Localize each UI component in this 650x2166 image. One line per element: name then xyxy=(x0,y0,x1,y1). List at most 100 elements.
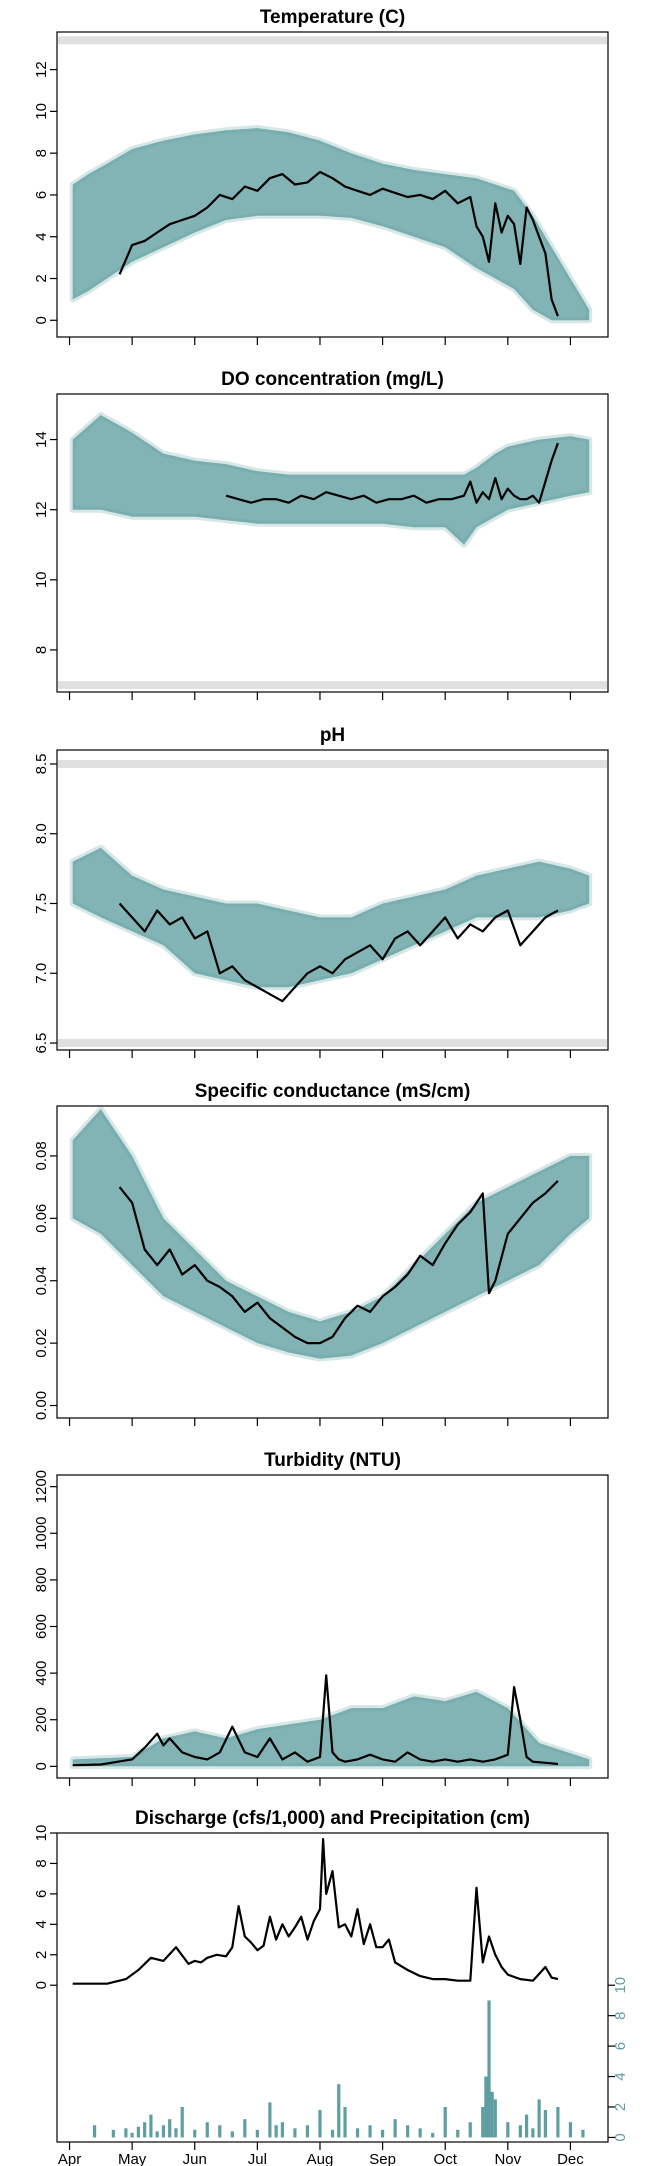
y2-tick-label: 6 xyxy=(612,2042,629,2050)
precip-bar xyxy=(168,2119,172,2138)
precip-bar xyxy=(380,2129,385,2138)
y-tick-label: 0.00 xyxy=(33,1391,50,1420)
x-tick-label: May xyxy=(118,2151,147,2166)
y-tick-label: 10 xyxy=(33,1825,50,1842)
precip-bar xyxy=(230,2131,234,2138)
sensor-data-envelope xyxy=(69,125,593,324)
precip-bar xyxy=(543,2110,547,2138)
series-line xyxy=(72,1837,559,1985)
precip-bar xyxy=(92,2125,97,2138)
precip-bar xyxy=(130,2132,134,2138)
y-tick-label: 10 xyxy=(33,103,50,120)
x-tick-label: Nov xyxy=(494,2151,521,2166)
precip-bar xyxy=(143,2122,147,2138)
precip-bar xyxy=(493,2099,497,2138)
y-tick-label: 6 xyxy=(33,191,50,199)
precip-bar xyxy=(274,2125,278,2138)
precip-bar xyxy=(337,2084,341,2138)
precip-bar xyxy=(149,2114,153,2138)
panel-title: DO concentration (mg/L) xyxy=(221,369,444,390)
y-tick-label: 0 xyxy=(33,1762,50,1770)
y2-tick-label: 10 xyxy=(612,1977,629,1994)
precip-bar xyxy=(556,2106,560,2138)
precip-bar xyxy=(581,2129,585,2138)
x-tick-label: Jun xyxy=(183,2151,207,2166)
precip-bar xyxy=(468,2122,472,2138)
panel-4: Specific conductance (mS/cm) 0.00 0.02 0.04… xyxy=(33,1081,609,1426)
y-tick-label: 8 xyxy=(33,646,50,654)
y-tick-label: 0.02 xyxy=(33,1329,50,1358)
y-tick-label: 14 xyxy=(33,431,50,448)
x-tick-label: Apr xyxy=(58,2151,81,2166)
threshold-band xyxy=(58,759,607,768)
x-tick-label: Oct xyxy=(434,2151,458,2166)
y-tick-label: 10 xyxy=(33,571,50,588)
sensor-data-envelope xyxy=(69,844,593,991)
plot-frame xyxy=(56,393,609,693)
series-line xyxy=(118,170,559,317)
precip-bar xyxy=(484,2076,488,2138)
precip-bar xyxy=(418,2128,422,2138)
series-line xyxy=(118,902,559,1003)
precip-bar xyxy=(443,2106,447,2138)
y-tick-label: 4 xyxy=(33,233,50,241)
panel-2: DO concentration (mg/L) 8 10 12 14 xyxy=(33,369,609,700)
x-tick-label: Dec xyxy=(557,2151,584,2166)
precip-bar xyxy=(280,2122,285,2138)
precip-bar xyxy=(406,2125,410,2138)
precip-bar xyxy=(305,2125,310,2138)
y2-tick-label: 8 xyxy=(612,2011,629,2019)
precip-bar xyxy=(568,2122,573,2138)
y-tick-label: 8 xyxy=(33,1859,50,1867)
plot-frame xyxy=(56,1832,609,2143)
y-tick-label: 200 xyxy=(33,1707,50,1732)
threshold-band xyxy=(58,36,607,45)
y-tick-label: 0.08 xyxy=(33,1141,50,1170)
y-tick-label: 7.0 xyxy=(33,963,50,984)
precip-bar xyxy=(136,2126,140,2138)
y-tick-label: 12 xyxy=(33,61,50,78)
series-line xyxy=(72,1674,559,1767)
precip-bar xyxy=(481,2106,485,2138)
precip-bar xyxy=(531,2128,535,2138)
precip-bar xyxy=(431,2132,435,2138)
y-tick-label: 8.0 xyxy=(33,823,50,844)
panel-3: pH 6.5 7.0 7.5 8.0 8.5 xyxy=(33,725,609,1058)
precip-bar xyxy=(490,2091,494,2138)
panel-title: Specific conductance (mS/cm) xyxy=(195,1081,471,1102)
precip-bar xyxy=(155,2131,159,2138)
y-tick-label: 400 xyxy=(33,1661,50,1686)
threshold-band xyxy=(58,1039,607,1048)
precip-bar xyxy=(243,2119,247,2138)
y-tick-label: 6.5 xyxy=(33,1033,50,1054)
precip-bar xyxy=(180,2106,184,2138)
precip-bar xyxy=(161,2125,166,2138)
precip-bar xyxy=(330,2129,335,2138)
x-tick-label: Sep xyxy=(369,2151,396,2166)
precip-bar xyxy=(268,2102,272,2138)
plot-frame xyxy=(56,749,609,1051)
y-tick-label: 600 xyxy=(33,1614,50,1639)
y-tick-label: 0.06 xyxy=(33,1204,50,1233)
precip-bar xyxy=(518,2125,522,2138)
precip-bar xyxy=(293,2128,297,2138)
panel-5: Turbidity (NTU) 0 200 400 600 800 1000 1200 xyxy=(33,1450,609,1786)
x-tick-label: Aug xyxy=(307,2151,334,2166)
y-tick-label: 4 xyxy=(33,1920,50,1928)
precip-bar xyxy=(456,2129,460,2138)
precip-bar xyxy=(174,2128,178,2138)
sensor-data-envelope xyxy=(69,1106,593,1362)
y-tick-label: 0.04 xyxy=(33,1266,50,1295)
y-tick-label: 1000 xyxy=(33,1517,50,1550)
y-tick-label: 1200 xyxy=(33,1470,50,1503)
precip-bar xyxy=(343,2106,347,2138)
panel-title: Turbidity (NTU) xyxy=(264,1450,401,1471)
y-tick-label: 8.5 xyxy=(33,754,50,775)
panel-6: Discharge (cfs/1,000) and Precipitation … xyxy=(33,1808,629,2166)
y-tick-label: 0 xyxy=(33,316,50,324)
x-tick-label: Jul xyxy=(248,2151,267,2166)
precip-bar xyxy=(193,2129,197,2138)
y-tick-label: 7.5 xyxy=(33,893,50,914)
y2-tick-label: 2 xyxy=(612,2103,629,2111)
